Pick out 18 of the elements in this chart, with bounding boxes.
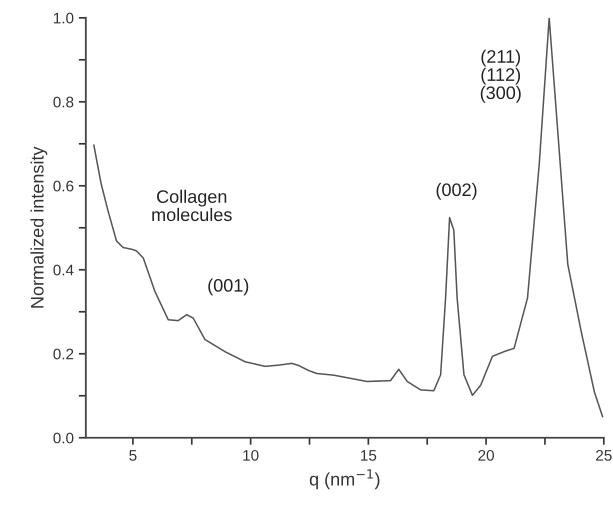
line-series bbox=[93, 18, 604, 418]
x-axis-title: q (nm$^{−1}$) bbox=[310, 469, 380, 490]
annotation: (211) (112) (300) bbox=[480, 50, 521, 103]
y-tick-label: 0.4 bbox=[53, 264, 74, 276]
text: 1.0 bbox=[54, 12, 74, 24]
x-tick-label: 10 bbox=[243, 450, 259, 461]
y-axis-title: Normalized intensity bbox=[30, 146, 48, 308]
x-tick-label: 20 bbox=[478, 450, 494, 461]
annotation: (001) bbox=[208, 278, 248, 296]
x-tick-label: 15 bbox=[361, 450, 376, 461]
y-tick-label: 0.8 bbox=[53, 96, 74, 108]
x-tick-label: 5 bbox=[129, 450, 137, 461]
annotation: (002) bbox=[436, 182, 476, 200]
text: 0.0 bbox=[53, 432, 74, 444]
x-tick-label: 25 bbox=[596, 450, 612, 461]
y-tick-label: 0.6 bbox=[53, 180, 74, 192]
annotation: Collagen molecules bbox=[152, 190, 232, 222]
y-tick-label: 0.2 bbox=[53, 348, 74, 360]
